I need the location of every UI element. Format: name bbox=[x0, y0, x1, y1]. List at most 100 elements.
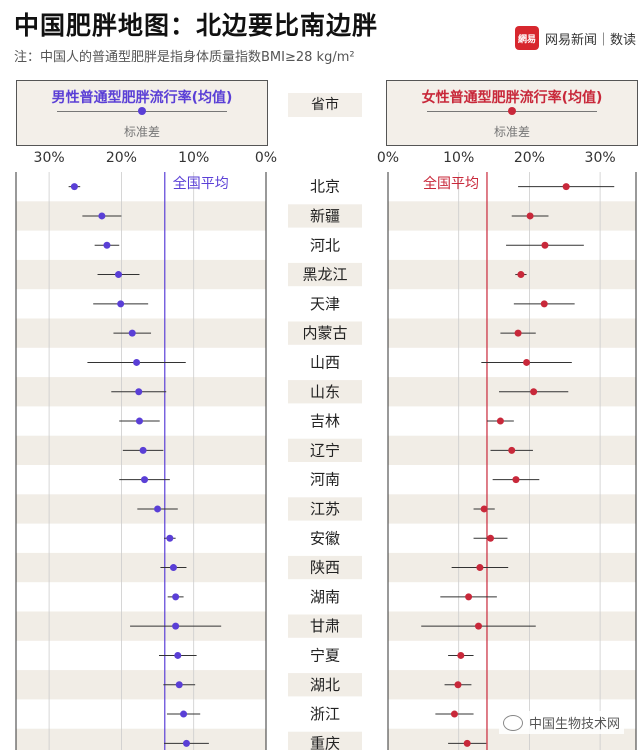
row-band-province bbox=[288, 731, 362, 750]
national-average-label-male: 全国平均 bbox=[173, 175, 229, 192]
province-label: 河南 bbox=[310, 471, 340, 489]
province-label: 陕西 bbox=[310, 559, 340, 577]
female-mean-point bbox=[480, 505, 488, 513]
female-mean-point bbox=[450, 710, 458, 718]
female-mean-point bbox=[514, 329, 522, 337]
female-mean-point bbox=[487, 534, 495, 542]
legend-male-sd-label: 标准差 bbox=[123, 125, 160, 139]
province-label: 吉林 bbox=[310, 412, 340, 430]
province-label: 浙江 bbox=[310, 705, 340, 723]
male-mean-point bbox=[115, 271, 123, 279]
male-mean-point bbox=[70, 183, 78, 191]
watermark-text: 中国生物技术网 bbox=[528, 717, 620, 732]
page-subtitle: 注：中国人的普通型肥胖是指身体质量指数BMI≥28 kg/m² bbox=[14, 50, 355, 65]
watermark: 中国生物技术网 bbox=[498, 711, 624, 734]
row-band-female bbox=[388, 259, 636, 290]
province-label: 湖南 bbox=[310, 588, 340, 606]
female-mean-point bbox=[512, 476, 520, 484]
row-band-province bbox=[288, 438, 362, 462]
female-mean-point bbox=[457, 651, 465, 659]
female-mean-point bbox=[465, 593, 473, 601]
province-label: 安徽 bbox=[310, 529, 340, 547]
male-mean-point bbox=[135, 388, 143, 396]
national-average-label-female: 全国平均 bbox=[423, 175, 479, 192]
row-band-province bbox=[288, 614, 362, 638]
x-tick-label-female: 30% bbox=[585, 150, 616, 166]
x-tick-label-male: 10% bbox=[178, 150, 209, 166]
x-tick-label-male: 20% bbox=[106, 150, 137, 166]
row-band-female bbox=[388, 670, 636, 700]
male-mean-point bbox=[169, 564, 177, 572]
male-mean-point bbox=[175, 681, 183, 689]
netease-logo-icon: 網易 bbox=[514, 26, 539, 50]
male-mean-point bbox=[166, 534, 174, 542]
legend-female-title: 女性普通型肥胖流行率(均值) bbox=[421, 90, 603, 106]
wechat-icon bbox=[502, 714, 523, 731]
male-mean-point bbox=[133, 358, 141, 366]
row-band-province bbox=[288, 673, 362, 697]
province-label: 湖北 bbox=[310, 676, 340, 694]
province-label: 北京 bbox=[310, 178, 340, 196]
province-label: 甘肃 bbox=[310, 617, 340, 635]
province-label: 山西 bbox=[310, 353, 340, 371]
province-label: 天津 bbox=[310, 295, 340, 313]
row-band-female bbox=[388, 728, 636, 750]
row-band-female bbox=[388, 494, 636, 524]
male-mean-point bbox=[172, 622, 180, 630]
female-mean-point bbox=[562, 183, 570, 191]
female-mean-point bbox=[541, 241, 549, 249]
legend-male: 男性普通型肥胖流行率(均值) 标准差 bbox=[16, 80, 268, 146]
female-mean-point bbox=[523, 358, 531, 366]
province-label: 新疆 bbox=[310, 207, 340, 225]
male-mean-point bbox=[117, 300, 125, 308]
male-mean-point bbox=[174, 651, 182, 659]
row-band-male bbox=[16, 552, 266, 583]
x-tick-label-female: 10% bbox=[443, 150, 474, 166]
row-band-province bbox=[288, 497, 362, 521]
row-band-province bbox=[288, 204, 362, 228]
province-label: 重庆 bbox=[310, 734, 340, 750]
row-band-province bbox=[288, 380, 362, 404]
brand-name: 网易新闻｜数读 bbox=[544, 32, 636, 48]
female-mean-point bbox=[496, 417, 504, 425]
province-label: 宁夏 bbox=[310, 646, 340, 664]
legend-female-dot bbox=[508, 107, 516, 115]
male-mean-point bbox=[103, 241, 111, 249]
male-mean-point bbox=[172, 593, 180, 601]
male-mean-point bbox=[180, 710, 188, 718]
legend-female-sd-label: 标准差 bbox=[493, 125, 530, 139]
legend-female: 女性普通型肥胖流行率(均值) 标准差 bbox=[386, 80, 638, 146]
female-mean-point bbox=[508, 446, 516, 454]
male-mean-point bbox=[135, 417, 143, 425]
male-mean-point bbox=[128, 329, 136, 337]
province-label: 山东 bbox=[310, 383, 340, 401]
row-band-male bbox=[16, 259, 266, 290]
province-label: 河北 bbox=[310, 236, 340, 254]
page-title: 中国肥胖地图：北边要比南边胖 bbox=[14, 11, 379, 40]
female-mean-point bbox=[454, 681, 462, 689]
row-band-male bbox=[16, 201, 266, 231]
x-tick-label-female: 20% bbox=[514, 150, 545, 166]
row-band-province bbox=[288, 555, 362, 580]
legend-male-title: 男性普通型肥胖流行率(均值) bbox=[51, 90, 233, 106]
male-mean-point bbox=[182, 739, 190, 747]
female-mean-point bbox=[474, 622, 482, 630]
province-label: 辽宁 bbox=[310, 441, 340, 459]
row-band-female bbox=[388, 552, 636, 583]
province-label: 内蒙古 bbox=[302, 324, 347, 342]
province-label: 江苏 bbox=[310, 500, 340, 518]
male-mean-point bbox=[154, 505, 162, 513]
male-mean-point bbox=[139, 446, 147, 454]
x-tick-label-female: 0% bbox=[377, 150, 399, 166]
row-band-province bbox=[288, 262, 362, 287]
female-mean-point bbox=[530, 388, 538, 396]
province-label: 黑龙江 bbox=[302, 266, 347, 284]
province-header: 省市 bbox=[288, 93, 362, 117]
male-mean-point bbox=[98, 212, 106, 220]
female-mean-point bbox=[476, 564, 484, 572]
row-band-province bbox=[288, 321, 362, 345]
female-mean-point bbox=[463, 739, 471, 747]
legend-male-dot bbox=[138, 107, 146, 115]
row-band-male bbox=[16, 670, 266, 700]
